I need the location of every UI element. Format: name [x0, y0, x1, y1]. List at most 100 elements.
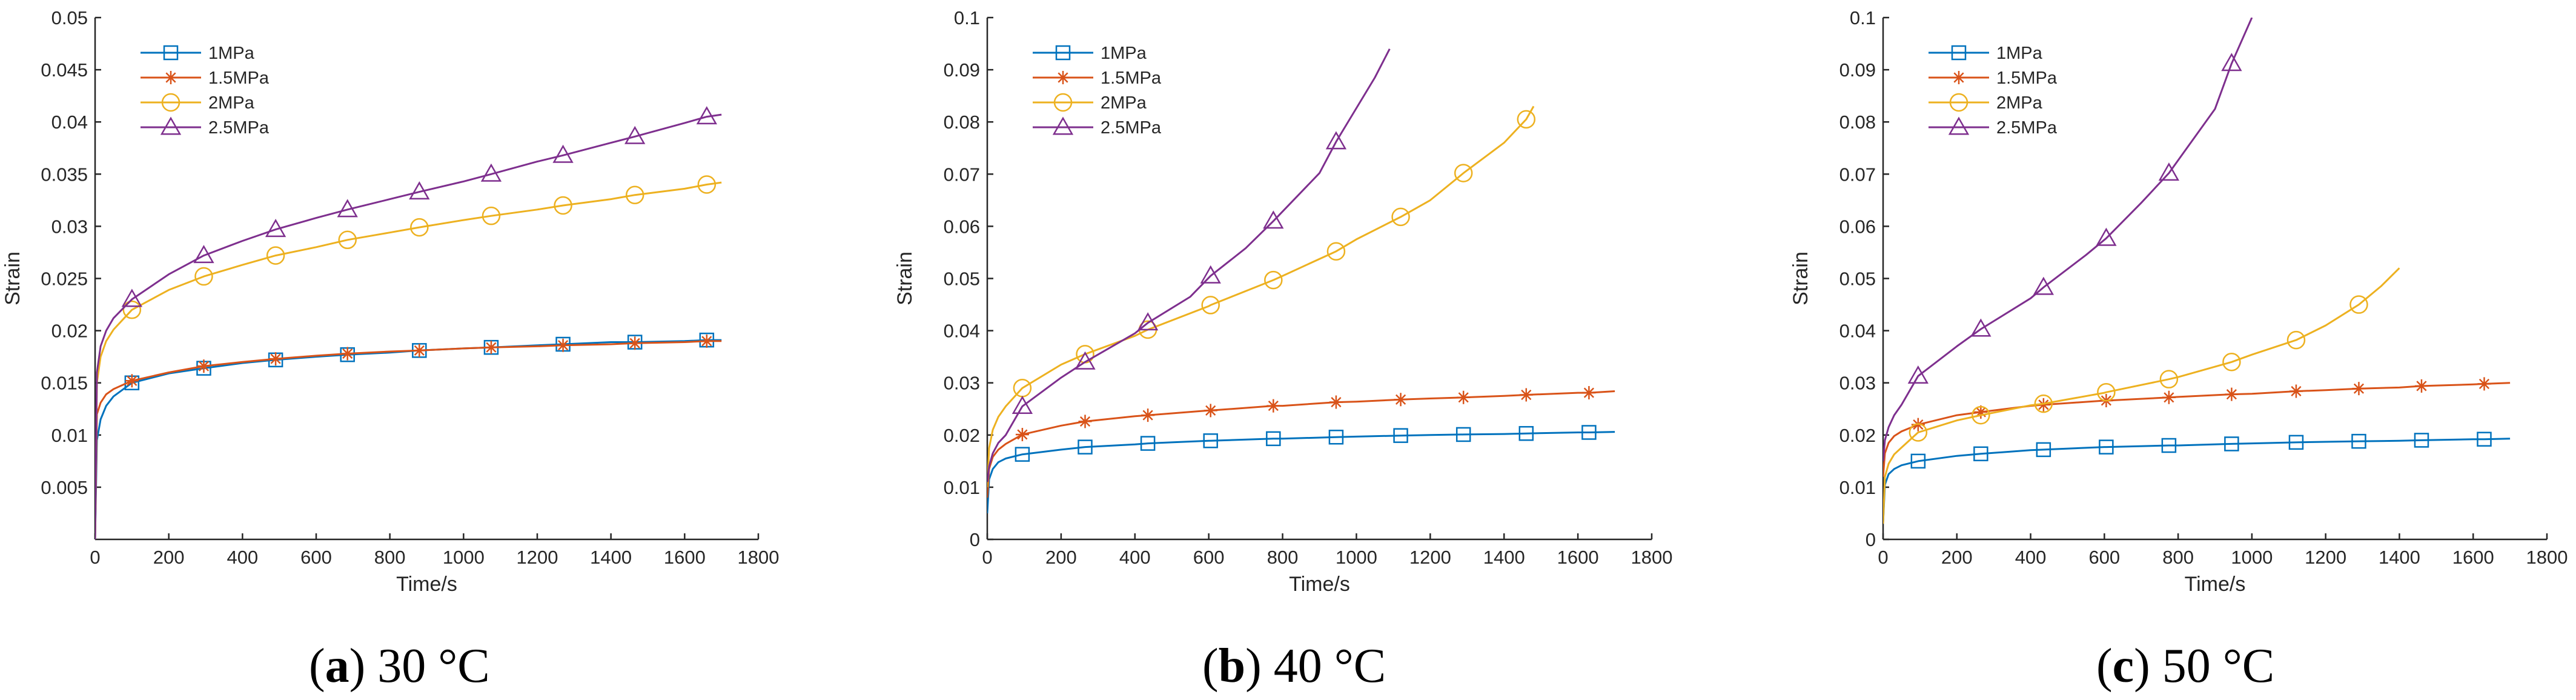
chart-a-series-2MPa-point: [266, 246, 285, 265]
chart-b-series-1.5MPa-point: [1204, 404, 1217, 418]
chart-c-x-tick-label: 1600: [2452, 547, 2494, 568]
chart-b-legend-label: 1.5MPa: [1101, 68, 1162, 88]
chart-b-legend-item: 1MPa: [1033, 44, 1147, 63]
chart-c-y-tick-label: 0.01: [1839, 477, 1876, 498]
chart-b-y-tick-label: 0.03: [944, 373, 980, 394]
chart-b-x-tick-label: 1600: [1557, 547, 1599, 568]
chart-a-y-tick-label: 0.015: [41, 373, 88, 394]
chart-a-x-tick-label: 0: [90, 547, 100, 568]
charts-layer: 0 200 400 600 800 1000 1200 1400 1600 1800 0.005 0.…: [1, 7, 2568, 596]
chart-a-y-tick-label: 0.05: [51, 7, 88, 28]
chart-c-y-tick-label: 0.09: [1839, 59, 1876, 81]
chart-a-series-1.5MPa: [95, 334, 722, 539]
chart-a-series-2MPa-point: [554, 196, 572, 215]
chart-c-series-2.5MPa-point: [1907, 365, 1929, 384]
chart-a-series-2.5MPa-point: [696, 106, 717, 125]
chart-b-y-tick-label: 0: [970, 529, 980, 550]
chart-a-legend-marker: [164, 71, 177, 84]
chart-a-series-1.5MPa-point: [556, 338, 570, 352]
chart-a-y-tick-label: 0.035: [41, 164, 88, 185]
chart-b-series-2.5MPa-point: [1325, 131, 1347, 150]
chart-a-series-2.5MPa-point: [409, 181, 430, 200]
chart-c-series-2MPa-line: [1883, 267, 2400, 524]
chart-c-series-2MPa-point: [2159, 370, 2179, 388]
chart-b-series-2.5MPa-line: [987, 48, 1391, 482]
chart-a-legend-item: 1.5MPa: [141, 68, 270, 88]
chart-b-series-1.5MPa-point: [1266, 399, 1280, 413]
chart-a-x-tick-label: 200: [153, 547, 185, 568]
chart-c-series-1.5MPa-point: [1974, 405, 1988, 419]
chart-a-series-2MPa-point: [122, 300, 142, 319]
chart-c-legend-item: 1MPa: [1929, 44, 2043, 63]
chart-c-series-2MPa-point: [2097, 382, 2116, 402]
chart-a-series-2.5MPa-point: [624, 125, 646, 144]
chart-a-series-2MPa: [95, 175, 722, 539]
chart-a-series-2.5MPa-line: [95, 113, 722, 539]
chart-b-series-1.5MPa-point: [1457, 390, 1471, 404]
chart-c-x-axis-title: Time/s: [2185, 573, 2246, 596]
chart-b-series-1MPa-line: [987, 431, 1615, 514]
chart-b-series-1.5MPa-point: [1329, 395, 1343, 409]
chart-b-y-tick-label: 0.05: [944, 268, 980, 290]
chart-b-x-tick-label: 600: [1193, 547, 1225, 568]
chart-a-x-tick-label: 1400: [590, 547, 632, 568]
chart-c-series-2.5MPa-point: [1970, 318, 1992, 337]
chart-a-series-1.5MPa-point: [269, 352, 283, 366]
chart-c: 0 200 400 600 800 1000 1200 1400 1600 1800 0 0.01 0.…: [1789, 7, 2568, 596]
chart-c-x-tick-label: 400: [2015, 547, 2047, 568]
chart-a-series-1.5MPa-point: [197, 359, 211, 373]
chart-c-series-1MPa-point: [2477, 432, 2492, 447]
chart-a-y-tick-label: 0.04: [51, 112, 88, 133]
chart-a-series-2.5MPa-point: [265, 219, 286, 238]
chart-c-series-2.5MPa: [1883, 18, 2253, 462]
chart-c-series-1MPa-point: [2351, 433, 2366, 449]
chart-c-legend: 1MPa 1.5MPa 2MPa 2.5MPa: [1929, 44, 2058, 138]
chart-c-series-2MPa-point: [2349, 295, 2368, 314]
chart-c-x-tick-label: 1000: [2231, 547, 2273, 568]
chart-b-series-1MPa-point: [1393, 428, 1408, 443]
chart-c-legend-marker: [1951, 45, 1967, 61]
chart-a-series-1.5MPa-point: [125, 374, 139, 388]
chart-b-legend: 1MPa 1.5MPa 2MPa 2.5MPa: [1033, 44, 1162, 138]
chart-b-x-tick-label: 1400: [1483, 547, 1525, 568]
chart-a-legend-item: 2MPa: [141, 93, 255, 113]
chart-c-series-2.5MPa-point: [2096, 227, 2117, 246]
chart-a-series-1.5MPa-point: [412, 344, 426, 358]
chart-c-x-tick-label: 1400: [2379, 547, 2420, 568]
chart-c-legend-item: 2.5MPa: [1929, 116, 2058, 138]
chart-a-series-1.5MPa-point: [628, 336, 642, 350]
chart-c-series-2MPa-point: [2222, 353, 2241, 372]
panel-c-caption: (c) 50 °C: [2096, 639, 2274, 693]
chart-b-series-1MPa-point: [1140, 436, 1156, 451]
panel-a-caption: (a) 30 °C: [309, 639, 490, 693]
chart-c-series-2MPa-point: [1972, 405, 1990, 425]
chart-a-series-2MPa-point: [194, 267, 213, 286]
chart-a-series-2.5MPa-point: [552, 144, 574, 163]
chart-c-y-tick-label: 0.03: [1839, 373, 1876, 394]
chart-b-legend-label: 2MPa: [1101, 93, 1147, 113]
chart-c-y-axis-title: Strain: [1789, 252, 1812, 305]
chart-b-series-1MPa: [987, 425, 1615, 514]
chart-b-series-1MPa-point: [1455, 427, 1471, 442]
chart-b-series-1MPa-point: [1266, 431, 1281, 447]
chart-b-y-tick-label: 0.1: [954, 7, 980, 28]
chart-c-series-1.5MPa-point: [2289, 384, 2303, 398]
chart-a-series-2MPa-line: [95, 181, 722, 539]
chart-c-series-1MPa-point: [1973, 446, 1988, 462]
chart-c-series-2.5MPa-point: [2158, 162, 2180, 181]
chart-b-series-1.5MPa-point: [1078, 415, 1092, 428]
chart-b-legend-marker: [1055, 45, 1071, 61]
chart-a: 0 200 400 600 800 1000 1200 1400 1600 1800 0.005 0.…: [1, 7, 779, 596]
chart-a-series-2.5MPa: [95, 106, 722, 539]
chart-c-series-1MPa-point: [2414, 433, 2429, 448]
chart-a-plot-area: [95, 106, 722, 539]
chart-b-x-tick-label: 400: [1119, 547, 1151, 568]
chart-c-x-tick-label: 200: [1941, 547, 1973, 568]
chart-a-series-1.5MPa-point: [340, 347, 354, 361]
chart-a-y-tick-label: 0.02: [51, 321, 88, 342]
chart-b-y-tick-label: 0.06: [944, 216, 980, 237]
chart-c-series-1.5MPa-point: [2162, 390, 2176, 404]
chart-c-legend-label: 1.5MPa: [1996, 68, 2058, 88]
chart-c-series-2MPa: [1883, 267, 2400, 524]
